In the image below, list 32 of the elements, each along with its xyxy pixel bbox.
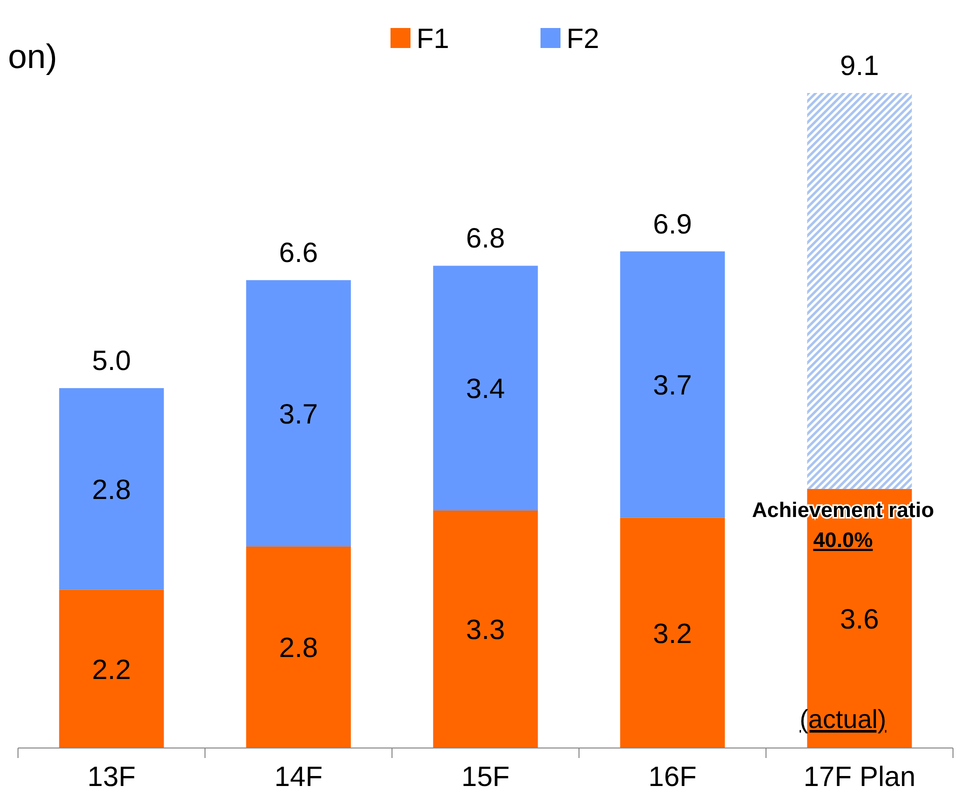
bar	[807, 93, 912, 489]
x-tick-label: 14F	[274, 761, 323, 792]
bar	[620, 251, 725, 518]
x-tick-label: 13F	[87, 761, 136, 792]
data-label: 3.6	[840, 603, 879, 634]
x-tick-label: 17F Plan	[803, 761, 916, 792]
bar	[59, 388, 164, 590]
data-label: 3.3	[466, 614, 505, 646]
total-label: 6.6	[279, 237, 318, 268]
x-tick-label: 16F	[648, 761, 697, 792]
data-label: 3.2	[653, 618, 692, 649]
data-label: 3.7	[279, 398, 318, 430]
legend-label: F1	[416, 23, 450, 54]
data-label: 3.4	[466, 373, 505, 404]
chart-title: on)	[8, 38, 58, 76]
total-label: 9.1	[840, 50, 879, 81]
data-label: 2.8	[92, 474, 131, 505]
annotation: 40.0%	[813, 528, 874, 552]
total-label: 6.8	[466, 222, 505, 254]
bar	[433, 510, 538, 748]
total-label: 6.9	[653, 208, 692, 240]
x-tick-label: 15F	[461, 761, 510, 792]
data-label: 2.8	[279, 632, 318, 664]
total-label: 5.0	[92, 345, 131, 376]
data-label: 2.2	[92, 654, 131, 685]
bar	[246, 280, 351, 546]
legend-label: F2	[566, 23, 600, 54]
bar	[620, 518, 725, 748]
bar	[433, 266, 538, 510]
bar	[246, 546, 351, 748]
data-label: 3.7	[653, 370, 692, 401]
bar	[59, 590, 164, 748]
